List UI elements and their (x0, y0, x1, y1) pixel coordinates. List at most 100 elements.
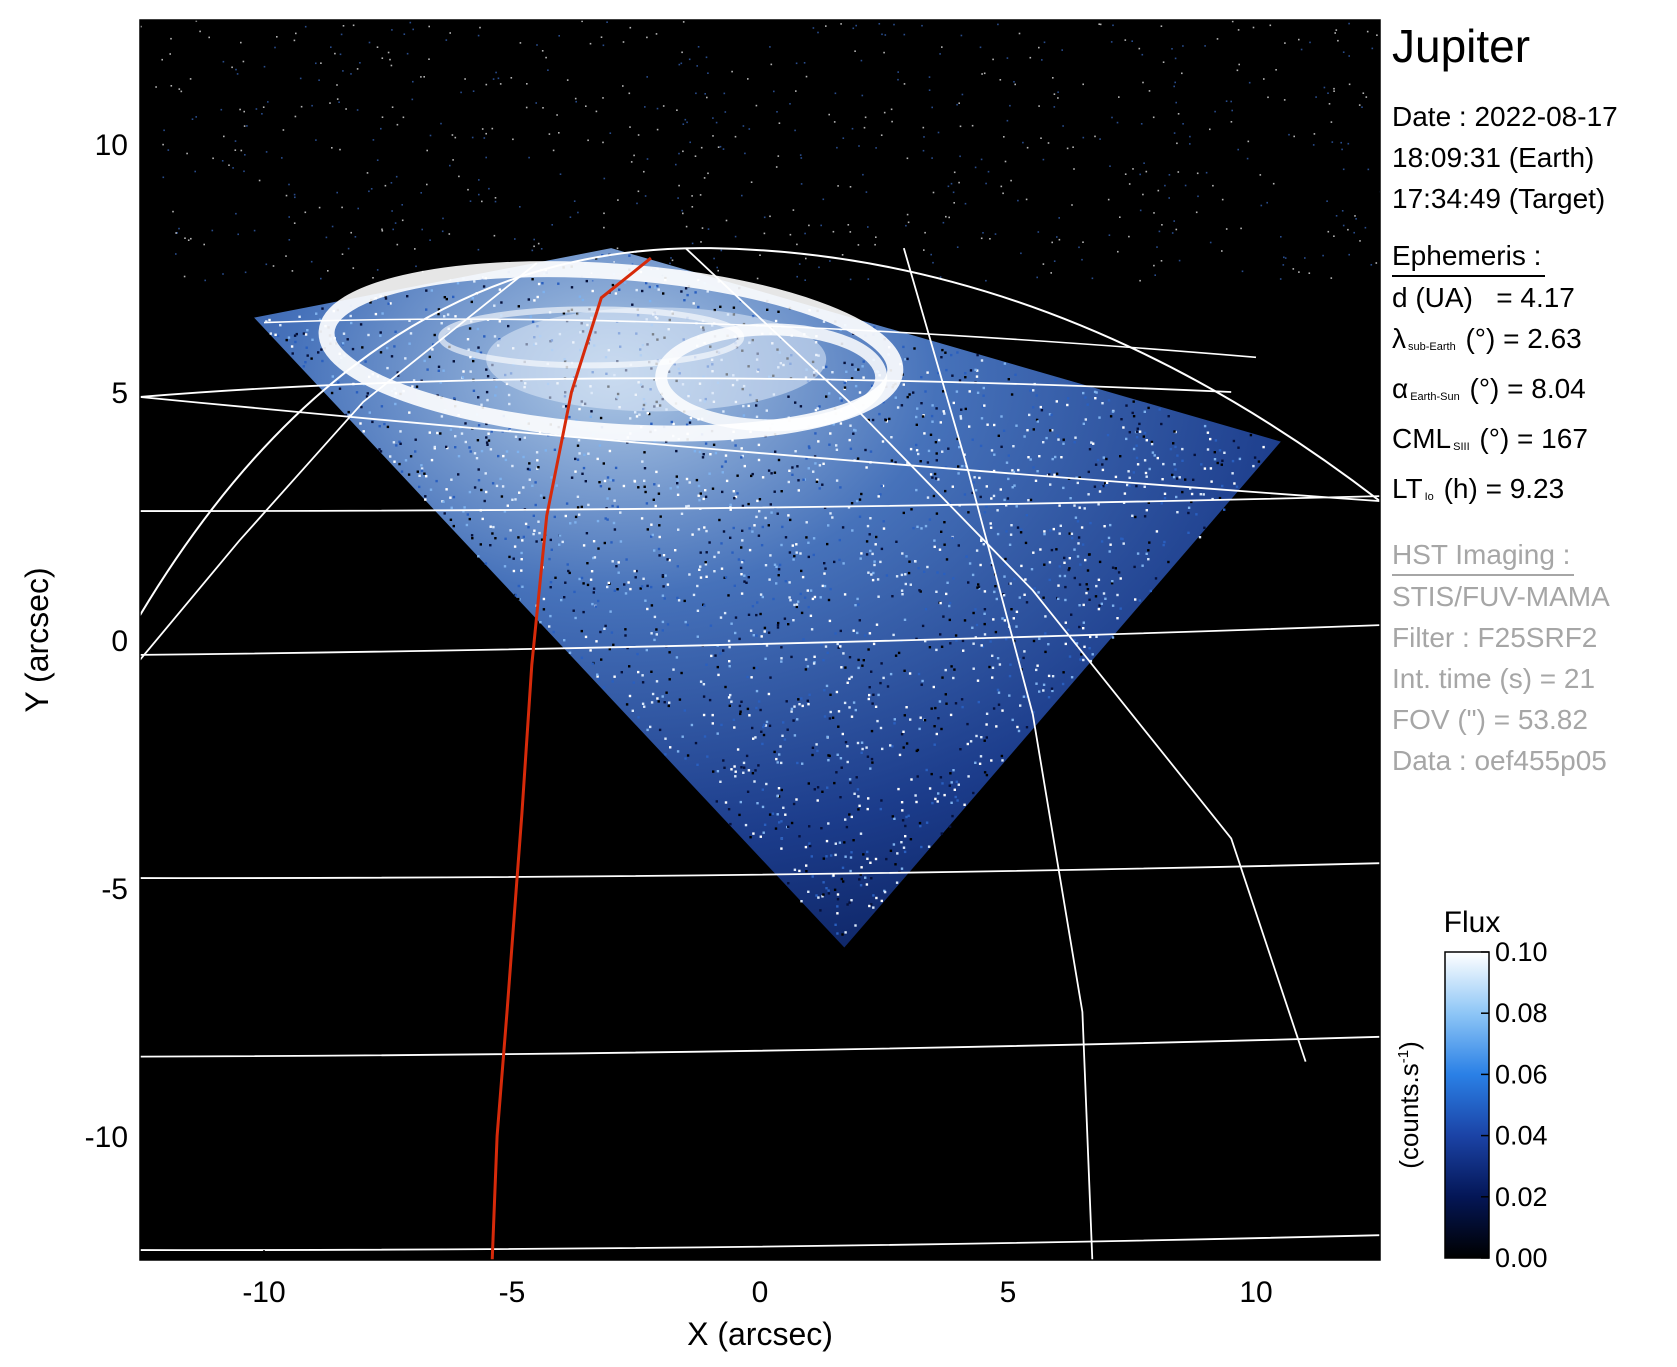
noise-speckle (768, 578, 771, 581)
noise-speckle (857, 808, 860, 811)
noise-speckle (964, 376, 967, 379)
noise-speckle (882, 520, 885, 523)
sky-speckle (190, 237, 192, 240)
noise-speckle (1076, 555, 1080, 558)
noise-speckle (683, 299, 686, 302)
noise-speckle (464, 440, 467, 444)
noise-speckle (1136, 427, 1139, 430)
noise-speckle (802, 638, 805, 641)
noise-speckle (585, 532, 589, 535)
noise-speckle (1144, 471, 1148, 475)
noise-speckle (1128, 476, 1131, 479)
noise-speckle (776, 512, 779, 515)
noise-speckle (542, 290, 545, 294)
sky-speckle (613, 261, 615, 263)
noise-speckle (780, 543, 783, 547)
noise-speckle (586, 562, 589, 565)
noise-speckle (675, 475, 678, 478)
noise-speckle (1083, 645, 1086, 648)
noise-speckle (472, 359, 475, 363)
noise-speckle (719, 616, 723, 619)
noise-speckle (776, 761, 779, 764)
noise-speckle (953, 788, 956, 791)
noise-speckle (841, 866, 845, 869)
noise-speckle (876, 578, 880, 581)
sky-speckle (1238, 63, 1240, 66)
noise-speckle (956, 437, 959, 441)
sky-speckle (183, 275, 186, 278)
noise-speckle (943, 572, 946, 576)
sky-speckle (243, 125, 246, 127)
noise-speckle (1082, 391, 1085, 395)
noise-speckle (1138, 599, 1141, 602)
sky-speckle (220, 108, 223, 111)
noise-speckle (1147, 549, 1150, 552)
noise-speckle (758, 498, 762, 501)
noise-speckle (1249, 433, 1253, 437)
sky-speckle (477, 34, 480, 37)
noise-speckle (979, 563, 982, 567)
target-time: 17:34:49 (Target) (1392, 183, 1606, 214)
noise-speckle (1206, 448, 1210, 451)
sky-speckle (1002, 192, 1004, 195)
noise-speckle (685, 477, 689, 481)
noise-speckle (306, 354, 309, 357)
sky-speckle (1263, 78, 1265, 80)
noise-speckle (869, 767, 872, 770)
noise-speckle (983, 608, 987, 611)
noise-speckle (1153, 454, 1156, 457)
sky-speckle (485, 132, 487, 135)
sky-speckle (359, 62, 361, 64)
noise-speckle (661, 620, 665, 624)
sky-speckle (1355, 218, 1357, 220)
sky-speckle (232, 167, 234, 169)
noise-speckle (302, 332, 306, 335)
noise-speckle (594, 605, 597, 608)
noise-speckle (955, 639, 958, 642)
noise-speckle (650, 604, 654, 607)
noise-speckle (1173, 463, 1176, 466)
noise-speckle (429, 488, 433, 491)
noise-speckle (315, 312, 318, 315)
noise-speckle (477, 396, 480, 399)
sky-speckle (603, 177, 606, 180)
noise-speckle (971, 438, 974, 441)
io-footprint-track (490, 256, 652, 1260)
sky-speckle (928, 89, 931, 91)
sky-speckle (804, 279, 806, 281)
sky-speckle (617, 199, 619, 201)
noise-speckle (857, 603, 860, 606)
noise-speckle (398, 462, 401, 466)
noise-speckle (619, 540, 623, 543)
noise-speckle (537, 282, 541, 286)
sky-speckle (175, 253, 177, 255)
sky-speckle (1139, 279, 1141, 282)
noise-speckle (866, 850, 869, 854)
sky-speckle (276, 36, 278, 38)
cml-subscript: SIII (1453, 441, 1470, 453)
sky-speckle (341, 206, 343, 209)
noise-speckle (1231, 472, 1234, 475)
noise-speckle (1131, 411, 1134, 415)
noise-speckle (1082, 627, 1085, 630)
noise-speckle (1199, 493, 1202, 496)
noise-speckle (1235, 485, 1239, 488)
noise-speckle (1076, 481, 1079, 485)
noise-speckle (1221, 484, 1224, 488)
sky-speckle (1010, 179, 1012, 182)
noise-speckle (771, 812, 775, 815)
sky-speckle (1282, 264, 1285, 266)
sky-speckle (1003, 136, 1005, 138)
noise-speckle (587, 503, 590, 507)
noise-speckle (445, 445, 448, 449)
noise-speckle (1132, 400, 1135, 403)
sky-speckle (1362, 92, 1365, 94)
noise-speckle (1122, 542, 1125, 545)
noise-speckle (747, 404, 750, 408)
noise-speckle (912, 527, 915, 530)
sky-speckle (336, 191, 338, 194)
noise-speckle (811, 746, 815, 749)
sky-speckle (800, 157, 803, 159)
noise-speckle (801, 704, 804, 708)
noise-speckle (1032, 389, 1035, 392)
